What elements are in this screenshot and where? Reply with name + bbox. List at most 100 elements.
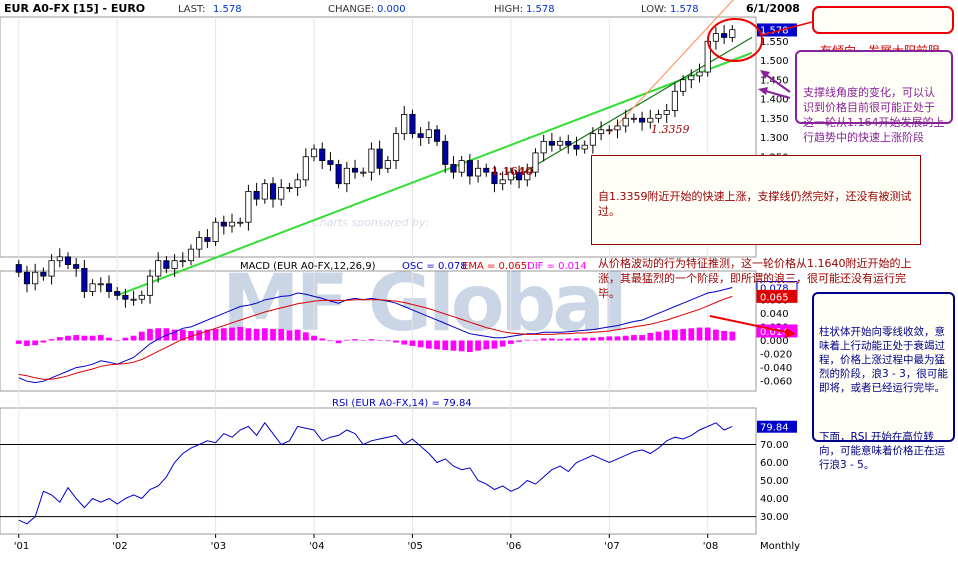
macd-histogram-bar (343, 339, 350, 341)
low-label: LOW: (641, 4, 667, 15)
macd-histogram-bar (220, 328, 227, 341)
candle-body (474, 167, 482, 177)
candle-body (671, 90, 678, 111)
candle-body (23, 271, 31, 285)
candle-body (532, 152, 539, 173)
candle-body (245, 190, 252, 223)
macd-histogram-bar (434, 340, 440, 350)
rsi-tick-label: 70.00 (760, 440, 789, 451)
candle-body (696, 71, 703, 77)
macd-dif-label: DIF = 0.014 (527, 261, 587, 272)
blue-note-box: 柱状体开始向零线收敛，意味着上行动能正处于衰竭过程，价格上涨过程中最为猛烈的阶段… (812, 292, 955, 471)
x-axis: '01 '02 '03 '04 '05 '06 '07 '08 Monthly (14, 534, 800, 552)
macd-histogram-bar (73, 335, 80, 341)
header-date: 6/1/2008 (746, 2, 800, 15)
candle-body (155, 260, 162, 277)
macd-histogram-bar (516, 340, 522, 342)
candle-body (548, 140, 555, 146)
candle-body (409, 114, 416, 135)
candle-body (163, 260, 170, 269)
candle-body (220, 221, 227, 227)
candle-body (712, 33, 719, 42)
macd-histogram-bar (696, 327, 703, 341)
x-tick-label: '04 (309, 541, 324, 552)
macd-histogram-bar (163, 328, 170, 341)
macd-histogram-bar (130, 335, 137, 341)
x-tick-label: '01 (14, 541, 29, 552)
macd-histogram-bar (24, 340, 30, 346)
candle-body (138, 294, 145, 300)
macd-histogram-bar (32, 340, 39, 346)
red-arrow-line (761, 21, 813, 36)
macd-histogram-bar (319, 338, 326, 341)
macd-histogram-bar (15, 340, 22, 344)
macd-histogram-bar (311, 335, 317, 341)
macd-histogram-bar (713, 329, 719, 341)
macd-histogram-bar (458, 340, 465, 352)
macd-histogram-bar (261, 328, 268, 341)
rsi-tick-label: 30.00 (760, 512, 789, 523)
price-candles (15, 25, 736, 308)
macd-histogram-bar (573, 338, 580, 341)
change-label: CHANGE: (328, 4, 374, 15)
candle-body (565, 140, 572, 146)
macd-histogram-bar (409, 340, 416, 346)
macd-histogram-bar (729, 331, 736, 341)
candle-body (630, 117, 637, 120)
candle-body (48, 260, 55, 277)
macd-histogram-bar (122, 337, 129, 341)
macd-histogram-bar (507, 340, 514, 344)
macd-histogram-bar (499, 340, 506, 347)
macd-line-ema (18, 295, 733, 380)
candle-body (302, 156, 309, 181)
rsi-tick-label: 60.00 (760, 458, 789, 469)
macd-histogram-bar (81, 335, 88, 341)
x-tick-label: '05 (407, 541, 422, 552)
macd-histogram-bar (483, 340, 490, 350)
candle-body (343, 167, 350, 185)
macd-histogram-bar (450, 340, 457, 351)
macd-histogram-bar (48, 339, 55, 341)
candle-body (499, 179, 506, 185)
macd-histogram-bar (106, 337, 112, 341)
candle-body (466, 160, 473, 177)
candle-body (73, 264, 80, 269)
macd-histogram-bar (376, 340, 383, 341)
macd-histogram-bar (524, 339, 531, 341)
candle-body (392, 133, 400, 161)
low-1-label: 1.1640 (491, 165, 533, 178)
red-note-box: 有倾向，发展大阳前阻线 (812, 6, 954, 74)
macd-histogram-bar (114, 340, 121, 341)
candle-body (81, 267, 88, 292)
last-value: 1.578 (213, 4, 242, 15)
macd-histogram-bar (360, 340, 367, 341)
macd-histogram-bar (65, 335, 71, 341)
macd-histogram-bar (253, 328, 260, 341)
candle-body (442, 140, 449, 165)
change-value: 0.000 (377, 4, 406, 15)
candle-body (269, 183, 277, 200)
macd-histogram-bar (647, 333, 654, 341)
candle-body (64, 256, 72, 265)
rsi-title: RSI (EUR A0-FX,14) = 79.84 (332, 398, 472, 409)
macd-histogram-bar (680, 328, 686, 341)
candle-body (557, 140, 564, 146)
macd-histogram-bar (557, 339, 563, 341)
macd-histogram-bar (606, 336, 613, 341)
macd-histogram-bar (614, 336, 621, 341)
macd-histogram-bar (590, 337, 596, 341)
chart-title: EUR A0-FX [15] - EURO (4, 2, 145, 15)
macd-histogram-bar (188, 330, 194, 341)
sponsor-text: Charts sponsored by: (312, 216, 429, 229)
macd-histogram-bar (278, 328, 285, 341)
candle-body (97, 283, 104, 286)
macd-histogram-bar (352, 339, 358, 341)
macd-tick-label: 0.040 (760, 309, 789, 320)
support-lines (116, 0, 753, 297)
price-tick-label: 1.550 (760, 37, 789, 48)
candle-body (450, 164, 457, 173)
macd-histogram-bar (540, 338, 547, 341)
price-tick-label: 1.300 (760, 133, 789, 144)
macd-histogram-bar (147, 328, 153, 341)
